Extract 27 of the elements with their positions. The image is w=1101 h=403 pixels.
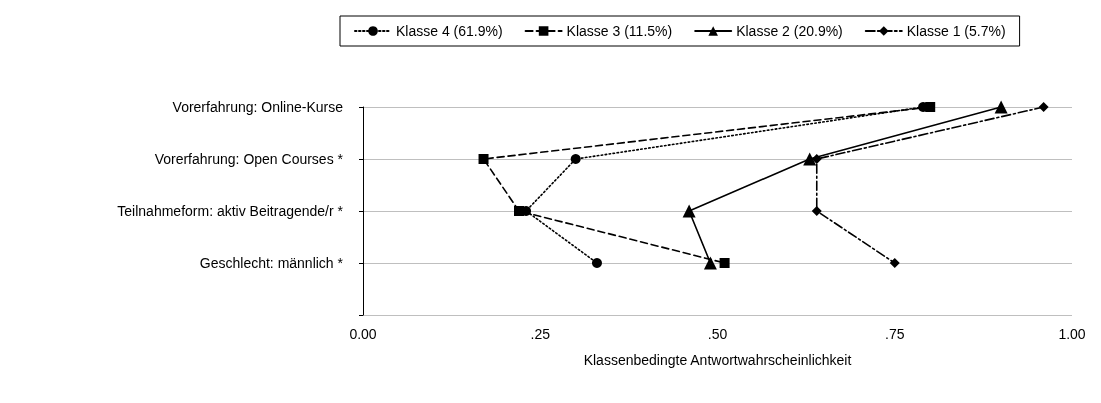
legend-label: Klasse 3 (11.5%) [566,23,673,39]
y-tick-label: Geschlecht: männlich * [199,255,344,271]
point [570,154,581,164]
y-tick-label: Teilnahmeform: aktiv Beitragende/r * [117,203,344,219]
point [591,258,602,268]
legend-label: Klasse 1 (5.7%) [906,23,1006,39]
y-tick-label: Vorerfahrung: Online-Kurse [172,99,344,115]
legend-label: Klasse 2 (20.9%) [736,23,843,39]
point [478,154,489,164]
point [1038,102,1049,112]
point [803,152,817,166]
point [994,100,1008,114]
legend-label: Klasse 4 (61.9%) [396,23,503,39]
x-tick-label: .25 [530,326,551,342]
point [513,206,524,216]
x-tick-label: 0.00 [349,326,377,342]
point [682,204,696,218]
x-tick-label: 1.00 [1058,326,1086,342]
point [719,258,730,268]
point [703,256,717,270]
y-tick-label: Vorerfahrung: Open Courses * [154,151,344,167]
x-tick-label: .75 [885,326,905,342]
x-tick-label: .50 [707,326,728,342]
point [925,102,936,112]
point [889,258,900,268]
x-axis-title: Klassenbedingte Antwortwahrscheinlichkeit [583,352,852,368]
point [811,206,822,216]
